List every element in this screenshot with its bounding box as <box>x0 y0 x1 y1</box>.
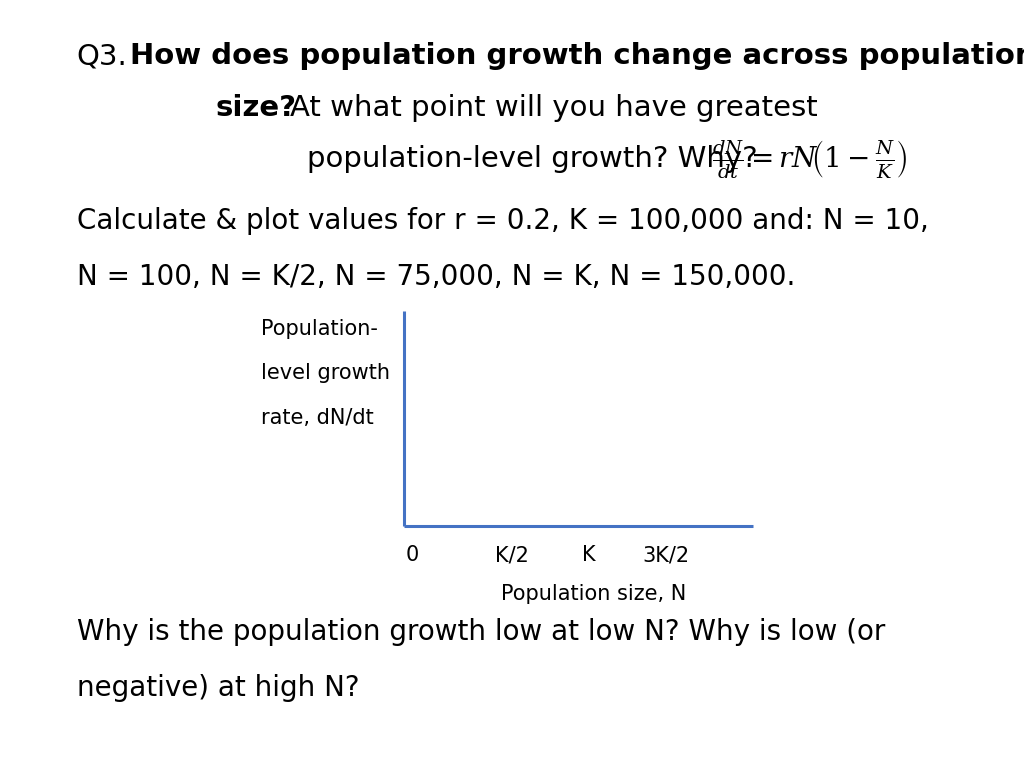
Text: population-level growth? Why?: population-level growth? Why? <box>307 145 758 173</box>
Text: negative) at high N?: negative) at high N? <box>77 674 359 701</box>
Text: Population size, N: Population size, N <box>502 584 686 604</box>
Text: 0: 0 <box>407 545 419 565</box>
Text: 3K/2: 3K/2 <box>642 545 689 565</box>
Text: N = 100, N = K/2, N = 75,000, N = K, N = 150,000.: N = 100, N = K/2, N = 75,000, N = K, N =… <box>77 263 796 290</box>
Text: rate, dN/dt: rate, dN/dt <box>261 408 374 428</box>
Text: K: K <box>582 545 596 565</box>
Text: At what point will you have greatest: At what point will you have greatest <box>290 94 817 121</box>
Text: How does population growth change across population: How does population growth change across… <box>130 42 1024 70</box>
Text: level growth: level growth <box>261 363 390 383</box>
Text: $\frac{dN}{dt}=rN\!\left(1-\frac{N}{K}\right)$: $\frac{dN}{dt}=rN\!\left(1-\frac{N}{K}\r… <box>712 139 907 181</box>
Text: Calculate & plot values for r = 0.2, K = 100,000 and: N = 10,: Calculate & plot values for r = 0.2, K =… <box>77 207 929 235</box>
Text: K/2: K/2 <box>495 545 529 565</box>
Text: Population-: Population- <box>261 319 378 339</box>
Text: Q3.: Q3. <box>77 42 128 70</box>
Text: Why is the population growth low at low N? Why is low (or: Why is the population growth low at low … <box>77 618 885 646</box>
Text: size?: size? <box>215 94 296 121</box>
